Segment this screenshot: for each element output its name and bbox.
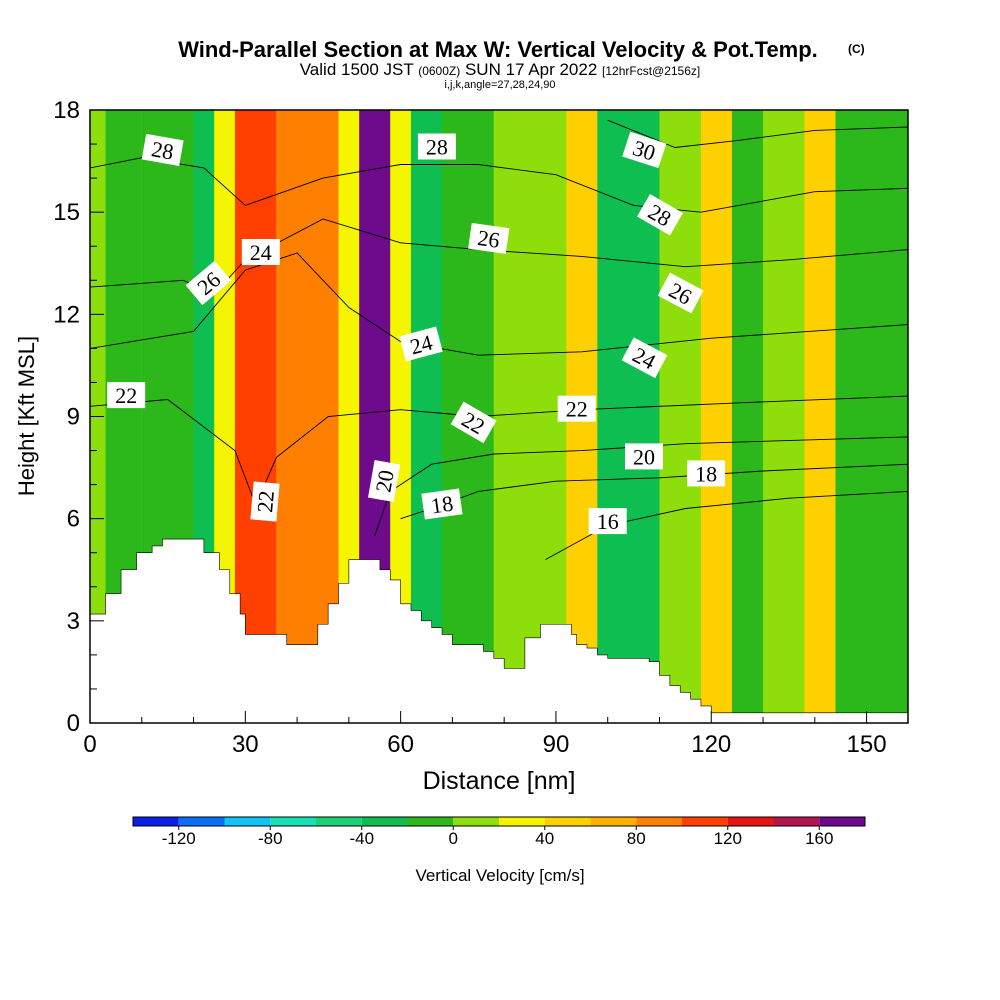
velocity-band-18 bbox=[763, 110, 805, 723]
colorbar-swatch bbox=[316, 817, 362, 826]
velocity-band-19 bbox=[804, 110, 836, 723]
contour-label: 16 bbox=[588, 508, 627, 535]
contour-label: 28 bbox=[417, 133, 456, 160]
contour-label: 20 bbox=[625, 443, 663, 470]
theta-contour-16 bbox=[545, 490, 908, 560]
colorbar-swatch bbox=[499, 817, 545, 826]
contour-label: 26 bbox=[468, 222, 510, 254]
colorbar-swatch bbox=[682, 817, 728, 826]
colorbar-tick-label: 80 bbox=[627, 829, 646, 848]
contour-label: 24 bbox=[241, 239, 280, 265]
contour-label-text: 28 bbox=[150, 136, 176, 164]
contour-label: 24 bbox=[399, 326, 443, 362]
copyright-mark: (C) bbox=[848, 42, 865, 56]
terrain-profile bbox=[90, 538, 908, 723]
colorbar-swatch bbox=[270, 817, 316, 826]
colorbar-swatch bbox=[544, 817, 591, 826]
y-tick-label: 6 bbox=[67, 506, 80, 533]
x-tick-label: 60 bbox=[387, 731, 414, 758]
velocity-band-15 bbox=[659, 110, 701, 723]
colorbar-tick-label: -40 bbox=[349, 829, 374, 848]
colorbar-tick-label: 40 bbox=[535, 829, 554, 848]
y-tick-label: 9 bbox=[67, 404, 80, 431]
contour-label-text: 18 bbox=[429, 491, 454, 519]
theta-contour-30 bbox=[607, 119, 908, 148]
colorbar-tick-label: 120 bbox=[714, 829, 742, 848]
chart-subtitle: Valid 1500 JST (0600Z) SUN 17 Apr 2022 [… bbox=[300, 60, 701, 79]
velocity-band-20 bbox=[835, 110, 908, 723]
contour-label: 20 bbox=[368, 460, 401, 502]
colorbar: -120 -80 -40 0 40 80 120 160 bbox=[132, 816, 866, 848]
colorbar-swatch bbox=[133, 817, 179, 826]
colorbar-swatch bbox=[636, 817, 682, 826]
colorbar-tick-label: -120 bbox=[162, 829, 196, 848]
x-axis: 0 30 60 90 120 150 bbox=[83, 711, 887, 758]
contour-label-text: 20 bbox=[633, 444, 655, 469]
x-tick-label: 0 bbox=[83, 731, 96, 758]
contour-label: 18 bbox=[421, 488, 463, 520]
theta-contour-28 bbox=[90, 157, 908, 213]
x-tick-label: 30 bbox=[232, 731, 259, 758]
contour-label: 22 bbox=[250, 481, 280, 522]
y-tick-label: 12 bbox=[53, 301, 80, 328]
y-tick-label: 15 bbox=[53, 199, 80, 226]
contour-label: 28 bbox=[141, 133, 184, 167]
colorbar-swatch bbox=[773, 817, 820, 826]
y-tick-label: 18 bbox=[53, 97, 80, 124]
colorbar-label: Vertical Velocity [cm/s] bbox=[415, 866, 584, 885]
colorbar-tick-label: 0 bbox=[449, 829, 458, 848]
colorbar-swatch bbox=[178, 817, 225, 826]
contour-label-text: 18 bbox=[695, 461, 717, 486]
x-tick-label: 150 bbox=[847, 731, 887, 758]
y-axis-label: Height [Kft MSL] bbox=[14, 336, 39, 496]
colorbar-swatch bbox=[727, 817, 774, 826]
x-tick-label: 90 bbox=[543, 731, 570, 758]
velocity-band-16 bbox=[700, 110, 732, 723]
colorbar-swatch bbox=[453, 817, 499, 826]
contour-label-text: 22 bbox=[252, 490, 279, 514]
contour-label-text: 28 bbox=[426, 135, 448, 160]
velocity-band-12 bbox=[493, 110, 567, 723]
theta-contour-22 bbox=[90, 395, 908, 507]
chart-subtitle-indices: i,j,k,angle=27,28,24,90 bbox=[444, 79, 555, 91]
x-axis-label: Distance [nm] bbox=[423, 767, 576, 795]
contour-label-text: 16 bbox=[597, 509, 619, 534]
contour-label-text: 26 bbox=[476, 225, 501, 253]
chart-title: Wind-Parallel Section at Max W: Vertical… bbox=[178, 37, 818, 62]
contour-label-text: 20 bbox=[370, 468, 398, 494]
velocity-band-17 bbox=[731, 110, 764, 723]
contour-label-text: 22 bbox=[566, 397, 588, 422]
colorbar-tick-label: 160 bbox=[805, 829, 833, 848]
contour-label: 22 bbox=[107, 382, 146, 409]
colorbar-swatch bbox=[361, 817, 408, 826]
contour-label: 22 bbox=[557, 395, 596, 422]
y-tick-label: 3 bbox=[67, 608, 80, 635]
colorbar-swatch bbox=[819, 817, 865, 826]
contour-label: 30 bbox=[622, 131, 667, 169]
y-axis: 0 3 6 9 12 15 18 bbox=[53, 97, 104, 737]
contour-label-text: 24 bbox=[250, 240, 272, 265]
colorbar-swatch bbox=[407, 817, 454, 826]
velocity-band-9 bbox=[390, 110, 411, 723]
colorbar-swatch bbox=[224, 817, 271, 826]
terrain-mask bbox=[90, 538, 908, 723]
y-tick-label: 0 bbox=[67, 710, 80, 737]
contour-label-text: 22 bbox=[115, 383, 137, 408]
contour-label: 18 bbox=[687, 460, 726, 487]
colorbar-swatch bbox=[590, 817, 637, 826]
x-tick-label: 120 bbox=[691, 731, 731, 758]
colorbar-tick-label: -80 bbox=[258, 829, 283, 848]
